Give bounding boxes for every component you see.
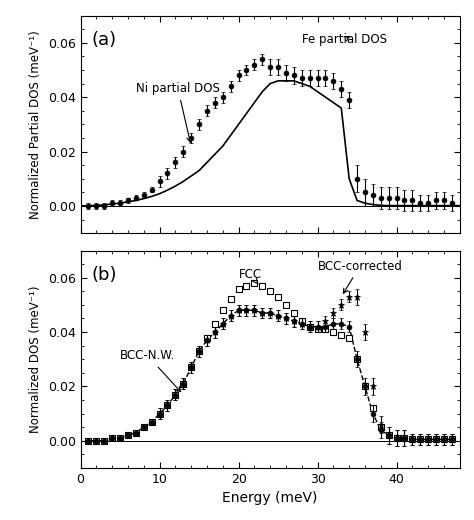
Text: BCC-N.W.: BCC-N.W.	[120, 349, 181, 392]
Y-axis label: Normalized DOS (meV⁻¹): Normalized DOS (meV⁻¹)	[29, 285, 42, 433]
Text: (a): (a)	[92, 31, 117, 49]
Text: (b): (b)	[92, 266, 118, 284]
Text: BCC-corrected: BCC-corrected	[318, 259, 402, 293]
X-axis label: Energy (meV): Energy (meV)	[222, 491, 318, 505]
Text: Fe partial DOS: Fe partial DOS	[302, 33, 387, 46]
Y-axis label: Normalized Partial DOS (meV⁻¹): Normalized Partial DOS (meV⁻¹)	[29, 30, 42, 219]
Text: FCC: FCC	[238, 268, 262, 284]
Text: Ni partial DOS: Ni partial DOS	[136, 82, 220, 142]
